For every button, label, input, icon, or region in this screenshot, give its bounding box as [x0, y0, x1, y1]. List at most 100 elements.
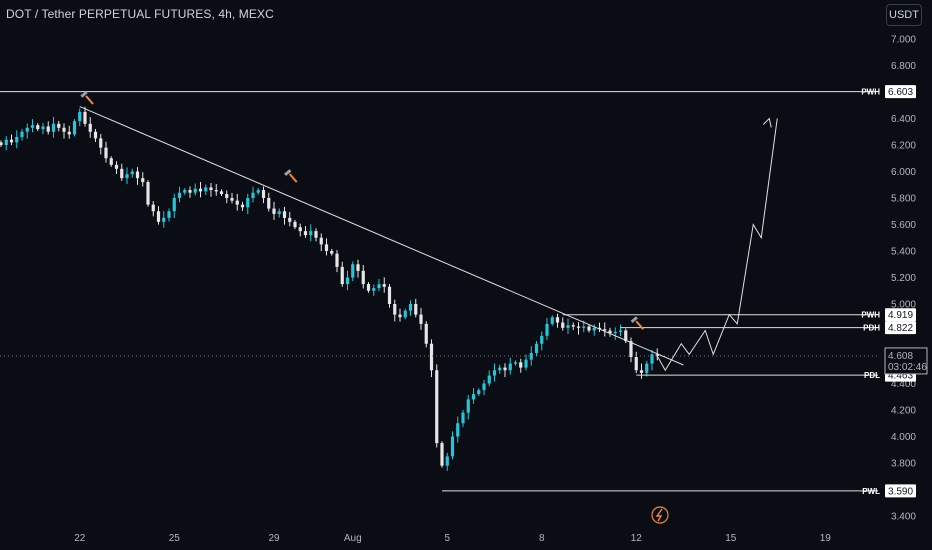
- chart-title: DOT / Tether PERPETUAL FUTURES, 4h, MEXC: [6, 7, 274, 21]
- candle-body: [125, 174, 129, 179]
- candle-body: [88, 123, 92, 132]
- candle-body: [645, 363, 649, 373]
- y-tick-label: 5.200: [891, 273, 916, 284]
- candle-body: [104, 147, 108, 159]
- currency-button[interactable]: USDT: [886, 4, 922, 26]
- candle-body: [240, 204, 245, 208]
- candle-body: [46, 126, 50, 132]
- candle-body: [183, 190, 187, 193]
- candle-body: [456, 423, 460, 437]
- candle-body: [193, 188, 197, 193]
- candle-body: [15, 137, 19, 143]
- candle-body: [524, 359, 528, 368]
- candle-body: [272, 208, 276, 214]
- candle-body: [261, 190, 266, 198]
- candle-body: [324, 244, 329, 251]
- y-tick-label: 5.400: [891, 247, 916, 258]
- x-tick-label: 15: [725, 533, 737, 544]
- candle-body: [561, 322, 565, 328]
- candle-body: [57, 123, 61, 128]
- y-tick-label: 6.000: [891, 167, 916, 178]
- candle-body: [398, 314, 402, 318]
- candle-body: [235, 200, 239, 205]
- candle-body: [135, 171, 140, 179]
- y-tick-label: 7.000: [891, 35, 916, 46]
- level-price-box: [885, 85, 916, 99]
- candle-body: [403, 310, 407, 318]
- candle-body: [151, 204, 155, 212]
- y-tick-label: 5.800: [891, 194, 916, 205]
- candle-body: [408, 304, 413, 311]
- candle-body: [550, 317, 554, 324]
- current-price-countdown: 03:02:46: [888, 362, 927, 373]
- candle-body: [120, 168, 124, 179]
- candle-body: [471, 394, 476, 400]
- candle-body: [613, 331, 617, 334]
- candle-body: [424, 323, 428, 344]
- candle-body: [529, 353, 533, 360]
- candle-body: [571, 325, 575, 327]
- candle-body: [319, 237, 323, 245]
- level-tag: PWH: [861, 88, 880, 97]
- candle-body: [445, 456, 449, 466]
- level-tag: PWH: [861, 311, 880, 320]
- candle-body: [377, 284, 381, 289]
- candle-body: [618, 330, 623, 332]
- hammer-head: [630, 316, 638, 324]
- candle-body: [251, 192, 255, 198]
- candle-body: [267, 198, 271, 209]
- level-price-box: [885, 484, 916, 498]
- candle-body: [219, 191, 224, 195]
- level-price: 4.822: [888, 323, 913, 334]
- candle-body: [508, 363, 512, 371]
- candle-body: [429, 343, 434, 371]
- hammer-head: [284, 169, 292, 176]
- x-tick-label: 19: [820, 533, 832, 544]
- candle-body: [419, 314, 423, 324]
- x-tick-label: 8: [539, 533, 545, 544]
- flash-bolt: [655, 508, 663, 522]
- candle-body: [366, 284, 371, 291]
- candle-body: [540, 335, 544, 344]
- candle-body: [162, 217, 166, 222]
- candle-body: [624, 330, 628, 342]
- candle-body: [576, 326, 581, 328]
- candle-body: [177, 192, 182, 198]
- level-tag: PDH: [863, 324, 880, 333]
- level-price-box: [885, 321, 916, 335]
- level-tag: PDL: [864, 371, 880, 380]
- candle-body: [230, 198, 234, 201]
- candle-body: [608, 330, 612, 334]
- candle-body: [209, 187, 213, 191]
- candle-body: [78, 111, 82, 122]
- x-tick-label: 12: [631, 533, 643, 544]
- candle-body: [188, 190, 192, 193]
- projection-path: [656, 118, 778, 372]
- x-tick-label: 5: [444, 533, 450, 544]
- candle-body: [172, 198, 176, 212]
- candle-body: [351, 264, 355, 278]
- candle-body: [555, 317, 560, 323]
- y-tick-label: 3.800: [891, 459, 916, 470]
- candle-body: [314, 231, 318, 238]
- candle-body: [288, 217, 292, 222]
- y-tick-label: 3.400: [891, 512, 916, 523]
- x-tick-label: 29: [268, 533, 280, 544]
- candle-body: [587, 326, 591, 331]
- candle-body: [198, 188, 203, 192]
- candle-body: [387, 286, 392, 304]
- candle-body: [109, 158, 113, 165]
- trendline: [79, 106, 684, 366]
- candle-body: [204, 187, 208, 192]
- candle-body: [225, 194, 229, 198]
- candle-body: [629, 341, 633, 357]
- candle-body: [477, 390, 481, 395]
- candle-body: [114, 164, 119, 169]
- candle-body: [435, 370, 439, 444]
- candle-body: [246, 198, 250, 208]
- candle-body: [634, 357, 638, 371]
- candle-body: [30, 125, 35, 128]
- candle-body: [340, 266, 344, 285]
- level-price: 3.590: [888, 486, 913, 497]
